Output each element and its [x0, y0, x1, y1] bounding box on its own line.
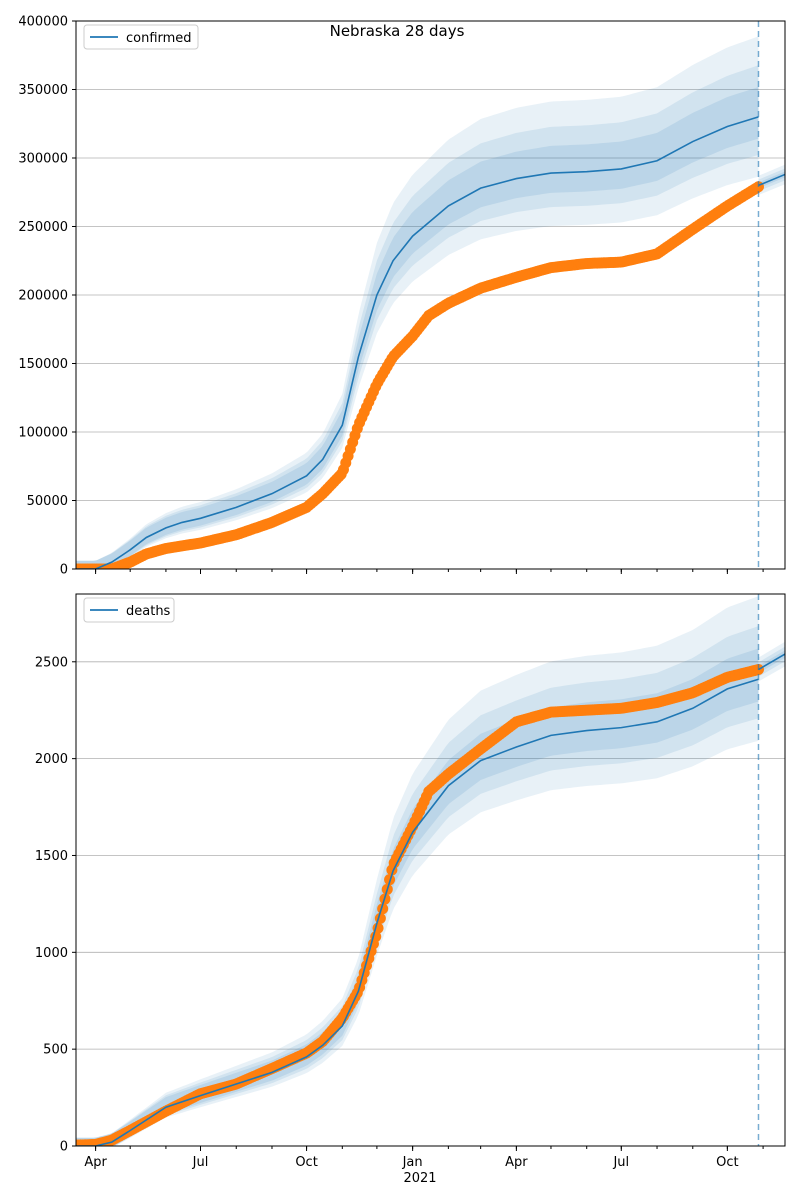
y-tick-label: 2500 — [35, 655, 68, 670]
y-tick-label: 100000 — [18, 426, 68, 441]
y-tick-label: 0 — [60, 563, 68, 578]
x-tick-label: Oct — [716, 1155, 738, 1170]
y-tick-label: 0 — [60, 1140, 68, 1155]
y-tick-label: 2000 — [35, 752, 68, 767]
confidence-band — [76, 596, 759, 1146]
y-tick-label: 1500 — [35, 849, 68, 864]
axes-frame — [75, 593, 786, 1147]
confidence-band — [76, 65, 759, 569]
y-tick-label: 250000 — [18, 220, 68, 235]
y-tick-label: 1000 — [35, 946, 68, 961]
x-axis-year-label: 2021 — [403, 1171, 436, 1186]
confidence-band — [76, 86, 759, 569]
y-tick-label: 300000 — [18, 152, 68, 167]
legend-label: confirmed — [126, 31, 192, 46]
x-tick-label: Apr — [84, 1155, 107, 1170]
extension-series-line — [758, 173, 785, 187]
x-tick-label: Jul — [612, 1155, 629, 1170]
y-tick-label: 500 — [43, 1043, 68, 1058]
confidence-band — [76, 648, 759, 1146]
y-tick-label: 200000 — [18, 289, 68, 304]
x-tick-label: Jan — [402, 1155, 423, 1170]
figure-title: Nebraska 28 days — [330, 22, 465, 40]
extension-series-line — [758, 653, 785, 671]
x-tick-label: Jul — [192, 1155, 209, 1170]
observed-series — [76, 181, 764, 569]
y-tick-label: 350000 — [18, 83, 68, 98]
legend: confirmed — [83, 24, 199, 50]
model-series-line — [76, 116, 759, 569]
confidence-band — [76, 36, 759, 569]
confirmed-panel: 0 50000 100000 150000 200000 250000 300000 3500… — [18, 15, 786, 578]
x-tick-label: Oct — [295, 1155, 317, 1170]
y-tick-label: 150000 — [18, 357, 68, 372]
deaths-panel: 0 500 1000 1500 2000 2500 Apr Jul Oct Jan Apr Jul Oc… — [35, 593, 786, 1170]
confidence-band — [76, 626, 759, 1146]
x-tick-label: Apr — [505, 1155, 528, 1170]
model-series-line — [76, 678, 759, 1146]
legend: deaths — [83, 597, 175, 623]
legend-label: deaths — [126, 604, 171, 619]
y-tick-label: 50000 — [27, 494, 68, 509]
y-tick-label: 400000 — [18, 15, 68, 30]
